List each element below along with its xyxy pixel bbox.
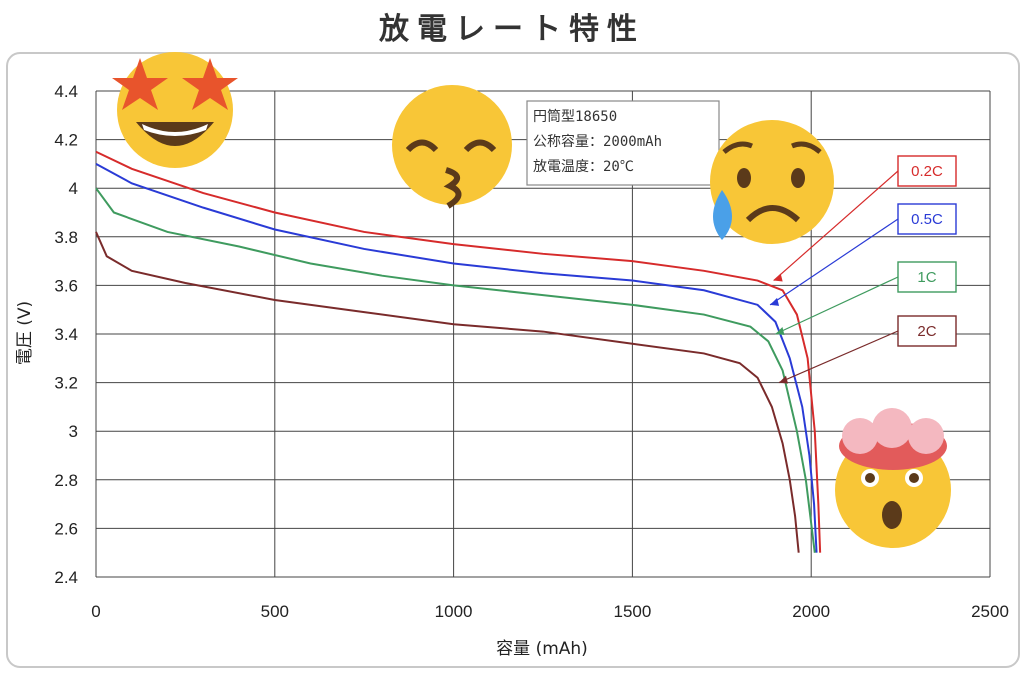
y-tick-label: 3.6 [54, 276, 78, 295]
series-line-0_2C [95, 150, 822, 553]
legend-leader-line [778, 330, 899, 384]
legend-arrowhead [773, 273, 783, 282]
legend-leader-line [773, 170, 899, 281]
legend-leader-line [775, 276, 899, 335]
y-tick-label: 4 [69, 179, 78, 198]
legend-label: 2C [917, 323, 936, 340]
x-tick-label: 500 [261, 602, 289, 621]
series-lines [95, 150, 822, 553]
legend-box [897, 261, 957, 293]
x-tick-label: 1500 [613, 602, 651, 621]
legend: 0.2C 0.5C 1C 2C [769, 155, 957, 384]
series-line-2C [95, 231, 800, 553]
y-tick-label: 2.4 [54, 568, 78, 587]
y-tick-label: 3.2 [54, 374, 78, 393]
annotation-line-1: 円筒型18650 [533, 108, 617, 125]
anxious-sweat-emoji [710, 120, 834, 244]
annotation-line-2: 公称容量：2000mAh [533, 133, 662, 150]
x-axis-label: 容量 (mAh) [496, 639, 588, 659]
y-axis-label: 電圧 (V) [15, 301, 35, 365]
legend-arrowhead [779, 375, 789, 384]
x-tick-label: 2000 [792, 602, 830, 621]
tick-labels: 2.4 2.6 2.8 3 3.2 3.4 3.6 3.8 4 4.2 4.4 0 500 1000 150… [54, 82, 1009, 621]
y-tick-label: 4.2 [54, 131, 78, 150]
x-tick-label: 0 [91, 602, 100, 621]
series-line-1C [95, 187, 816, 553]
y-tick-label: 3.8 [54, 228, 78, 247]
annotation-line-3: 放電温度：20℃ [533, 159, 634, 175]
x-tick-label: 2500 [971, 602, 1009, 621]
y-tick-label: 2.6 [54, 519, 78, 538]
star-struck-emoji [112, 52, 238, 168]
series-line-0_5C [95, 163, 818, 553]
annotation-box: 円筒型18650 公称容量：2000mAh 放電温度：20℃ [526, 100, 720, 186]
legend-arrowhead [775, 327, 785, 335]
y-tick-label: 3.4 [54, 325, 78, 344]
x-tick-label: 1000 [435, 602, 473, 621]
chart-title: 放電レート特性 [379, 12, 645, 47]
exploding-head-emoji [835, 408, 951, 548]
kissing-emoji [392, 85, 512, 209]
legend-label: 1C [917, 269, 936, 286]
y-tick-label: 4.4 [54, 82, 78, 101]
legend-label: 0.5C [911, 211, 943, 228]
legend-label: 0.2C [911, 163, 943, 180]
legend-arrowhead [770, 297, 780, 306]
legend-leader-line [769, 218, 899, 306]
legend-box [897, 155, 957, 187]
y-tick-label: 3 [69, 422, 78, 441]
y-tick-label: 2.8 [54, 471, 78, 490]
